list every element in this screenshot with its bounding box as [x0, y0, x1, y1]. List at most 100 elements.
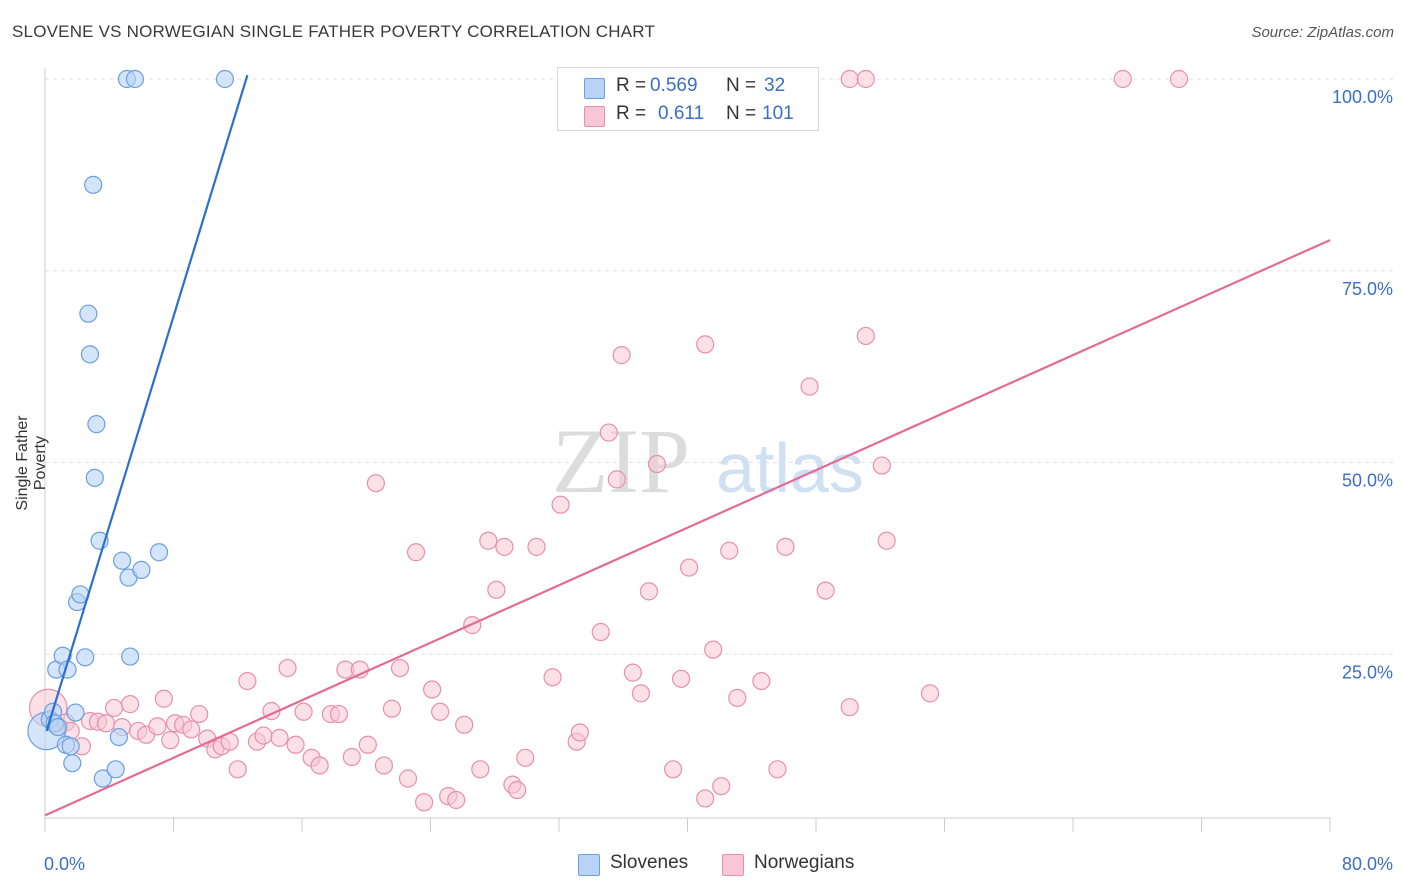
norwegians-point: [856, 69, 875, 89]
slovenes-trend-line: [45, 74, 249, 732]
norwegians-point: [366, 474, 385, 493]
norwegians-point: [663, 760, 683, 779]
watermark: ZIP atlas: [552, 410, 864, 512]
chart-title: SLOVENE VS NORWEGIAN SINGLE FATHER POVER…: [12, 22, 656, 41]
norwegians-point: [96, 714, 116, 733]
norwegians-point: [154, 689, 173, 708]
norwegians-point: [286, 735, 305, 754]
norwegians-point: [406, 543, 426, 562]
slovenes-point: [93, 769, 112, 788]
slovenes-point: [48, 718, 67, 737]
slovenes-point: [79, 304, 98, 323]
slovenes-point: [76, 648, 95, 667]
norwegians-point: [920, 684, 940, 703]
norwegians-point: [270, 728, 289, 747]
y-tick-label: 25.0%: [1342, 662, 1393, 682]
grid: [45, 78, 1395, 655]
norwegians-point: [431, 702, 450, 721]
slovenes-point: [63, 754, 82, 773]
norwegians-point: [639, 582, 659, 601]
norwegians-point: [414, 793, 434, 812]
norwegians-point: [148, 717, 167, 736]
stats-legend: R = 0.569 N = 32 R = 0.611 N = 101: [557, 67, 819, 131]
norwegians-point: [254, 726, 273, 745]
norwegians-point: [487, 580, 506, 599]
norwegians-point: [570, 723, 589, 742]
norwegians-swatch: [584, 106, 605, 127]
slovenes-swatch: [584, 78, 605, 99]
norwegians-point: [310, 756, 329, 775]
norwegians-trend-line: [44, 239, 1331, 817]
slovenes-point: [109, 727, 128, 747]
norwegians-point: [647, 454, 667, 474]
norwegians-point: [516, 748, 535, 767]
slovenes-point: [84, 175, 103, 194]
slovenes-point: [149, 543, 169, 562]
norwegians-point: [374, 756, 394, 775]
norwegians-r-label: R =: [616, 103, 647, 124]
norwegians-point: [238, 671, 257, 691]
norwegians-point: [877, 531, 896, 550]
norwegians-point: [398, 769, 418, 788]
y-tick-label: 50.0%: [1342, 471, 1393, 491]
norwegians-point: [390, 658, 410, 678]
norwegians-point: [447, 790, 466, 810]
norwegians-legend-label: Norwegians: [754, 852, 855, 873]
legend-row-norwegians: R = 0.611 N = 101: [558, 100, 818, 128]
norwegians-point: [479, 531, 498, 550]
norwegians-point: [800, 377, 819, 396]
y-tick-label: 100.0%: [1332, 87, 1393, 107]
slovenes-legend-swatch: [578, 854, 600, 876]
norwegians-point: [161, 731, 180, 750]
norwegians-point: [543, 668, 562, 687]
watermark-zip: ZIP: [552, 410, 690, 512]
slovenes-point: [106, 760, 125, 779]
norwegians-point: [696, 789, 715, 808]
norwegians-point: [599, 423, 618, 442]
norwegians-point: [455, 715, 474, 734]
slovenes-point: [80, 345, 100, 364]
norwegians-point: [551, 495, 570, 514]
norwegians-point: [228, 760, 247, 779]
norwegians-point: [776, 537, 795, 556]
slovenes-point: [125, 69, 145, 89]
x-tick-label-min: 0.0%: [44, 854, 85, 874]
norwegians-point: [182, 720, 201, 739]
trend-lines: [44, 74, 1331, 817]
slovenes-n-value: 32: [764, 75, 786, 96]
norwegians-n-value: 101: [762, 103, 794, 124]
y-axis-label: Single Father Poverty: [14, 415, 49, 511]
slovenes-point: [112, 551, 132, 570]
norwegians-point: [840, 698, 859, 717]
norwegians-point: [768, 760, 787, 779]
norwegians-point: [872, 456, 891, 475]
legend-row-slovenes: R = 0.569 N = 32: [558, 72, 818, 100]
watermark-atlas: atlas: [716, 429, 864, 507]
norwegians-point: [382, 699, 402, 718]
norwegians-point: [329, 704, 349, 724]
x-tick-label-max: 80.0%: [1342, 854, 1393, 874]
norwegians-points: [28, 69, 1189, 812]
norwegians-r-value: 0.611: [658, 103, 705, 124]
norwegians-point: [294, 702, 313, 721]
norwegians-point: [680, 558, 699, 577]
norwegians-point: [671, 669, 691, 688]
norwegians-point: [423, 680, 442, 699]
norwegians-point: [358, 735, 377, 754]
slovenes-point: [87, 415, 106, 434]
norwegians-point: [856, 326, 875, 346]
norwegians-point: [104, 698, 124, 718]
norwegians-point: [623, 663, 642, 682]
slovenes-point: [121, 647, 140, 666]
norwegians-legend-swatch: [722, 854, 744, 876]
slovenes-r-value: 0.569: [650, 75, 698, 96]
norwegians-point: [471, 760, 490, 779]
norwegians-point: [607, 470, 626, 489]
norwegians-point: [591, 622, 610, 642]
slovenes-point: [85, 468, 104, 487]
norwegians-point: [720, 541, 739, 560]
norwegians-point: [495, 537, 514, 556]
chart-source: Source: ZipAtlas.com: [1251, 24, 1394, 41]
norwegians-point: [508, 780, 527, 800]
